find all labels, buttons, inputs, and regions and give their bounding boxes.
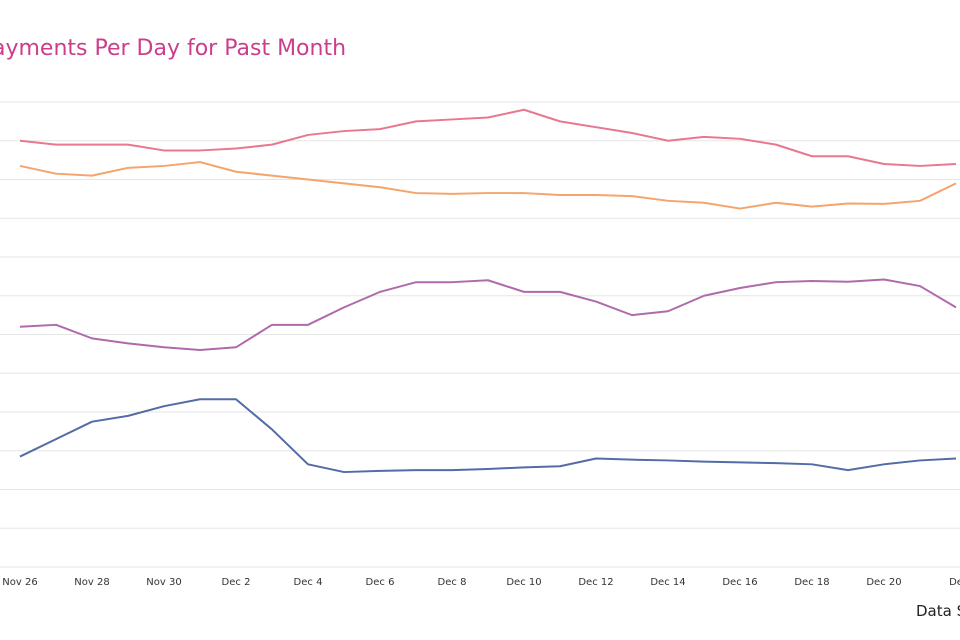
x-tick-label: De <box>949 577 960 588</box>
x-tick-label: Dec 8 <box>438 577 467 588</box>
series-line-1 <box>19 108 957 167</box>
series-line-2 <box>19 161 957 210</box>
series-line-3 <box>19 278 957 351</box>
x-tick-label: Dec 12 <box>578 577 613 588</box>
x-tick-label: Dec 18 <box>794 577 829 588</box>
x-tick-label: Dec 16 <box>722 577 757 588</box>
chart-title: ayments Per Day for Past Month <box>0 36 347 61</box>
grid-lines <box>0 101 960 568</box>
x-tick-label: Nov 28 <box>74 577 109 588</box>
x-axis-ticks: Nov 26 Nov 28 Nov 30 Dec 2 Dec 4 Dec 6 Dec 8 De… <box>2 577 960 588</box>
x-tick-label: Nov 26 <box>2 577 37 588</box>
series-lines <box>19 108 957 474</box>
x-tick-label: Dec 2 <box>222 577 251 588</box>
data-source-label: Data S <box>916 602 960 620</box>
series-line-4 <box>19 398 957 474</box>
x-tick-label: Dec 6 <box>366 577 395 588</box>
x-tick-label: Nov 30 <box>146 577 181 588</box>
x-tick-label: Dec 10 <box>506 577 541 588</box>
x-tick-label: Dec 20 <box>866 577 901 588</box>
x-tick-label: Dec 4 <box>294 577 323 588</box>
x-tick-label: Dec 14 <box>650 577 685 588</box>
